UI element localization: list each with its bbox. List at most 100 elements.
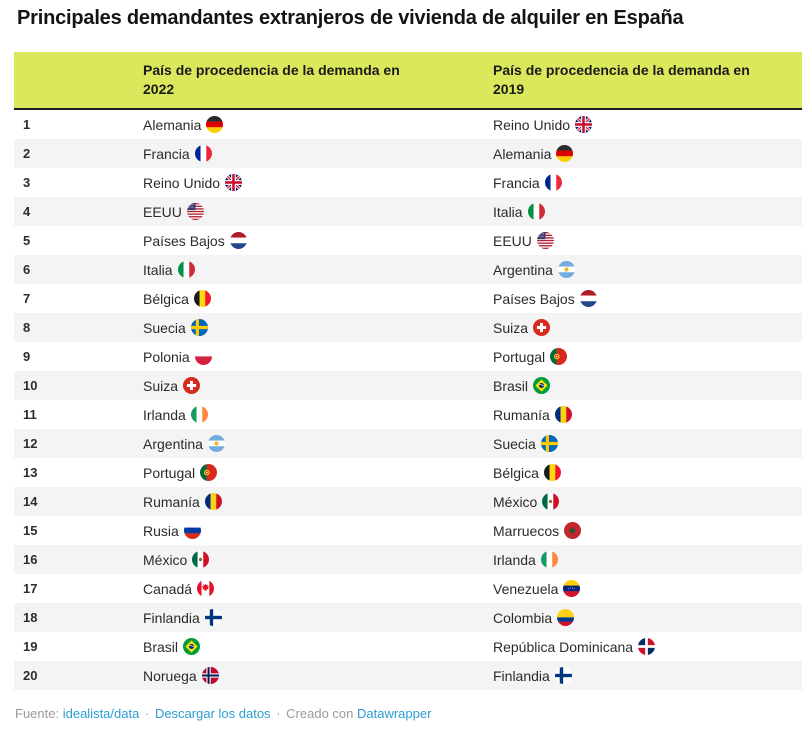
country-2022-cell: Francia [143, 145, 493, 162]
flag-finland-icon [554, 667, 572, 684]
table-row: 15 Rusia Marruecos [14, 516, 802, 545]
rank-label: 18 [23, 610, 38, 625]
country-2019-cell: Colombia [493, 609, 802, 626]
flag-united-kingdom-icon [225, 174, 243, 191]
country-name: Brasil [143, 638, 179, 655]
country-2022-cell: Alemania [143, 116, 493, 133]
flag-venezuela-icon [563, 580, 581, 597]
rank-column-header [14, 52, 143, 108]
country-2022-cell: EEUU [143, 203, 493, 220]
flag-romania-icon [204, 493, 222, 510]
flag-usa-icon [186, 203, 204, 220]
flag-sweden-icon [190, 319, 208, 336]
country-2019-cell: Argentina [493, 261, 802, 278]
table-row: 6 Italia Argentina [14, 255, 802, 284]
country-name: Argentina [493, 261, 553, 278]
table-row: 2 Francia Alemania [14, 139, 802, 168]
flag-mexico-icon [192, 551, 210, 568]
flag-germany-icon [206, 116, 224, 133]
flag-united-kingdom-icon [575, 116, 593, 133]
flag-italy-icon [527, 203, 545, 220]
flag-brazil-icon [183, 638, 201, 655]
table-row: 8 Suecia Suiza [14, 313, 802, 342]
country-2019-cell: Portugal [493, 348, 802, 365]
country-2019-cell: Rumanía [493, 406, 802, 423]
table-row: 16 México Irlanda [14, 545, 802, 574]
flag-dominican-republic-icon [638, 638, 656, 655]
country-2022-cell: Reino Unido [143, 174, 493, 191]
country-name: Portugal [493, 348, 546, 365]
country-2019-cell: República Dominicana [493, 638, 802, 655]
flag-sweden-icon [540, 435, 558, 452]
flag-brazil-icon [533, 377, 551, 394]
footer: Fuente: idealista/data · Descargar los d… [15, 706, 431, 722]
country-2019-cell: Reino Unido [493, 116, 802, 133]
download-data-link[interactable]: Descargar los datos [154, 706, 271, 721]
country-2019-cell: Francia [493, 174, 802, 191]
footer-separator: · [144, 706, 150, 721]
flag-romania-icon [554, 406, 572, 423]
country-name: Brasil [493, 377, 529, 394]
country-name: Argentina [143, 435, 203, 452]
country-name: Finlandia [493, 667, 550, 684]
flag-argentina-icon [557, 261, 575, 278]
country-2022-cell: Polonia [143, 348, 493, 365]
flag-argentina-icon [207, 435, 225, 452]
created-with-label: Creado con [286, 706, 354, 721]
flag-france-icon [544, 174, 562, 191]
source-label: Fuente: [15, 706, 60, 721]
datawrapper-link[interactable]: Datawrapper [357, 706, 432, 721]
country-name: Reino Unido [493, 116, 571, 133]
flag-norway-icon [201, 667, 219, 684]
country-name: Irlanda [493, 551, 536, 568]
rank-label: 5 [23, 233, 31, 248]
country-2022-cell: Rumanía [143, 493, 493, 510]
table-row: 19 Brasil República Dominicana [14, 632, 802, 661]
country-name: Suiza [493, 319, 529, 336]
country-name: EEUU [143, 203, 182, 220]
country-name: Rumanía [143, 493, 200, 510]
country-name: Suiza [143, 377, 179, 394]
country-2019-cell: Venezuela [493, 580, 802, 597]
country-2019-cell: Alemania [493, 145, 802, 162]
country-name: Reino Unido [143, 174, 221, 191]
country-name: Italia [493, 203, 523, 220]
table-header-row: País de procedencia de la demanda en 2022… [14, 52, 802, 110]
country-2019-cell: EEUU [493, 232, 802, 249]
country-2019-cell: Marruecos [493, 522, 802, 539]
flag-portugal-icon [550, 348, 568, 365]
flag-belgium-icon [543, 464, 561, 481]
table-row: 7 Bélgica Países Bajos [14, 284, 802, 313]
country-2022-cell: Canadá [143, 580, 493, 597]
table-row: 9 Polonia Portugal [14, 342, 802, 371]
table-row: 3 Reino Unido Francia [14, 168, 802, 197]
flag-mexico-icon [542, 493, 560, 510]
flag-colombia-icon [557, 609, 575, 626]
country-2022-cell: Bélgica [143, 290, 493, 307]
country-2022-cell: Irlanda [143, 406, 493, 423]
footer-separator: · [276, 706, 281, 721]
country-2019-cell: Suiza [493, 319, 802, 336]
flag-portugal-icon [200, 464, 218, 481]
country-name: República Dominicana [493, 638, 634, 655]
flag-france-icon [194, 145, 212, 162]
country-name: EEUU [493, 232, 532, 249]
country-2022-cell: Finlandia [143, 609, 493, 626]
country-2019-cell: Brasil [493, 377, 802, 394]
country-2022-cell: México [143, 551, 493, 568]
source-link[interactable]: idealista/data [62, 706, 140, 721]
rank-label: 17 [23, 581, 38, 596]
country-name: Polonia [143, 348, 190, 365]
table-row: 18 Finlandia Colombia [14, 603, 802, 632]
country-2019-cell: Países Bajos [493, 290, 802, 307]
table-row: 11 Irlanda Rumanía [14, 400, 802, 429]
rank-label: 12 [23, 436, 38, 451]
flag-poland-icon [194, 348, 212, 365]
country-2022-cell: Países Bajos [143, 232, 493, 249]
rank-label: 15 [23, 523, 38, 538]
flag-russia-icon [183, 522, 201, 539]
table-row: 13 Portugal Bélgica [14, 458, 802, 487]
country-2022-cell: Noruega [143, 667, 493, 684]
country-2019-cell: Italia [493, 203, 802, 220]
country-2022-cell: Argentina [143, 435, 493, 452]
